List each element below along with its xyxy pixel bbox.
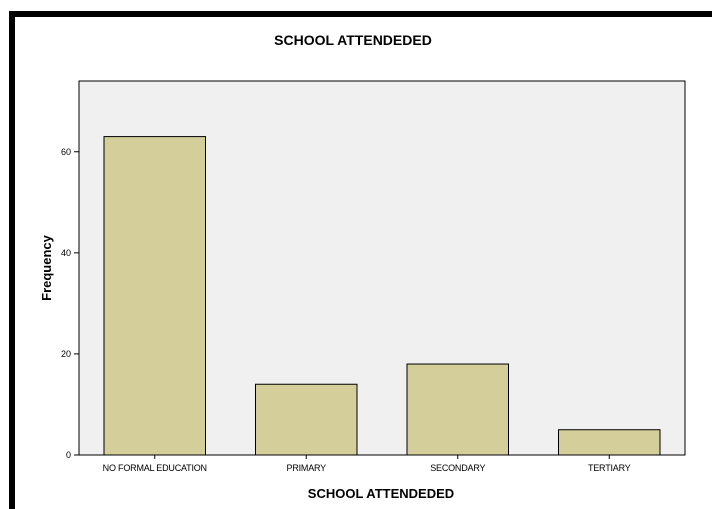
- frame-border-left: [9, 11, 15, 509]
- y-tick-label: 60: [61, 147, 71, 157]
- bar-tertiary: [557, 429, 661, 456]
- x-tick-label: PRIMARY: [287, 463, 327, 473]
- y-axis-ticks: 0 20 40 60: [61, 147, 79, 460]
- x-axis-title: SCHOOL ATTENDEDED: [308, 486, 454, 501]
- bar-secondary: [406, 363, 510, 456]
- y-tick-label: 0: [66, 450, 71, 460]
- bar-primary: [254, 383, 358, 456]
- x-axis-ticks: NO FORMAL EDUCATION PRIMARY SECONDARY TERTI…: [103, 455, 631, 473]
- chart-title: SCHOOL ATTENDEDED: [274, 32, 432, 48]
- bars-group: [103, 136, 661, 456]
- y-tick-label: 20: [61, 349, 71, 359]
- x-tick-label: TERTIARY: [588, 463, 631, 473]
- y-tick-label: 40: [61, 248, 71, 258]
- x-tick-label: NO FORMAL EDUCATION: [103, 463, 207, 473]
- y-axis-title: Frequency: [39, 234, 54, 301]
- frame-border-top: [9, 11, 712, 17]
- bar-no-formal-education: [103, 136, 207, 456]
- x-tick-label: SECONDARY: [430, 463, 485, 473]
